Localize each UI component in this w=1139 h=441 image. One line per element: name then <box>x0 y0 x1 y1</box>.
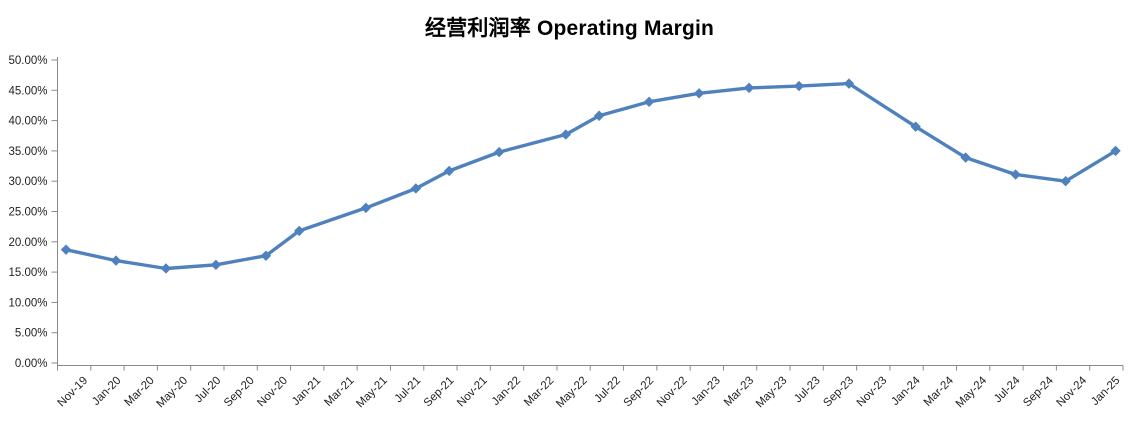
x-tick-label: Nov-20 <box>255 375 290 410</box>
x-tick-label: May-22 <box>554 375 590 411</box>
x-tick-label: May-21 <box>354 375 390 411</box>
y-tick-label: 50.00% <box>8 55 47 67</box>
data-point-marker <box>793 80 805 92</box>
x-tick-label: Nov-24 <box>1055 374 1090 409</box>
data-point-marker <box>1110 145 1121 157</box>
x-tick-label: Jul-24 <box>992 374 1023 405</box>
x-tick-label: Nov-23 <box>855 375 890 410</box>
data-point-marker <box>60 244 72 255</box>
chart-title: 经营利润率 Operating Margin <box>424 17 715 40</box>
data-point-marker <box>1010 169 1021 180</box>
x-tick-label: Jul-22 <box>592 375 623 406</box>
axes <box>51 57 1124 371</box>
y-tick-label: 40.00% <box>8 116 47 128</box>
data-point-marker <box>360 202 372 214</box>
y-tick-label: 30.00% <box>8 176 47 188</box>
y-tick-label: 0.00% <box>15 358 48 370</box>
data-point-marker <box>960 152 971 163</box>
data-point-marker <box>593 110 605 121</box>
x-tick-label: Sep-23 <box>821 375 856 410</box>
x-tick-label: Jan-23 <box>690 375 723 408</box>
data-point-marker <box>643 96 655 108</box>
data-point-marker <box>210 259 222 271</box>
y-tick-label: 15.00% <box>8 267 47 279</box>
x-tick-label: Sep-24 <box>1021 374 1056 409</box>
data-point-marker <box>843 78 855 89</box>
data-point-marker <box>260 250 272 261</box>
y-axis-tick-labels: 0.00% 5.00% 10.00% 15.00% 20.00% 25.00% 30.00%… <box>8 55 47 370</box>
y-tick-label: 10.00% <box>8 297 47 309</box>
x-tick-label: Mar-20 <box>123 375 157 409</box>
y-tick-label: 35.00% <box>8 146 47 158</box>
data-point-marker <box>294 225 305 237</box>
x-tick-label: Nov-21 <box>455 375 490 410</box>
x-tick-label: Jan-20 <box>90 375 123 408</box>
x-tick-label: May-23 <box>754 375 790 411</box>
x-tick-label: Jan-21 <box>290 375 323 408</box>
x-tick-label: May-24 <box>954 374 990 410</box>
series-markers <box>60 78 1121 274</box>
x-tick-label: Jul-23 <box>792 375 823 406</box>
data-point-marker <box>743 82 755 94</box>
x-tick-label: Sep-21 <box>422 375 457 410</box>
x-tick-label: Sep-20 <box>222 375 257 410</box>
data-point-marker <box>160 263 172 274</box>
x-tick-label: Jul-20 <box>193 375 224 406</box>
data-point-marker <box>410 183 422 194</box>
data-point-marker <box>110 255 122 266</box>
x-tick-label: Mar-22 <box>522 375 556 409</box>
x-tick-label: Nov-22 <box>655 375 690 410</box>
y-tick-label: 45.00% <box>8 85 47 97</box>
x-tick-label: Mar-23 <box>722 375 756 409</box>
data-point-marker <box>1060 176 1071 187</box>
data-point-marker <box>693 88 705 99</box>
y-tick-label: 20.00% <box>8 237 47 249</box>
x-tick-label: Jul-21 <box>393 375 424 406</box>
y-tick-label: 5.00% <box>15 328 48 340</box>
data-point-marker <box>910 121 921 132</box>
data-point-marker <box>493 146 505 158</box>
series-line <box>64 81 1118 271</box>
x-tick-label: Jan-24 <box>889 374 923 408</box>
x-tick-label: May-20 <box>155 375 191 411</box>
x-tick-label: Mar-21 <box>322 375 356 409</box>
x-tick-label: Nov-19 <box>56 375 91 410</box>
x-tick-label: Jan-22 <box>490 375 523 408</box>
x-tick-label: Jan-25 <box>1089 375 1122 408</box>
x-tick-label: Sep-22 <box>622 375 657 410</box>
data-point-marker <box>560 129 571 140</box>
data-point-marker <box>443 165 455 177</box>
x-tick-label: Mar-24 <box>922 374 957 409</box>
y-tick-label: 25.00% <box>8 207 47 219</box>
